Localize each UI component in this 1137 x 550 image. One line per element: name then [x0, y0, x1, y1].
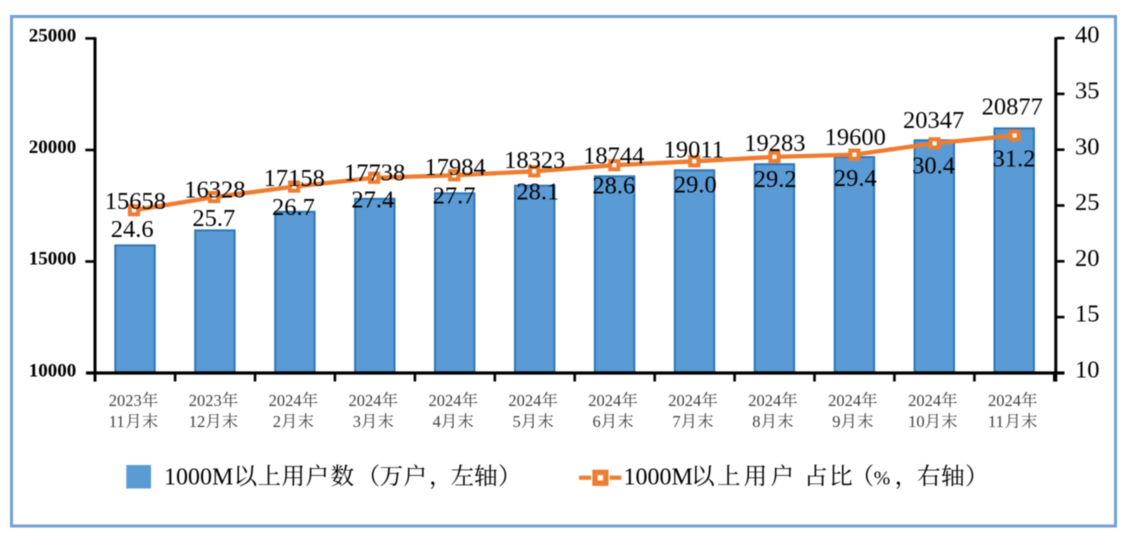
- svg-text:10: 10: [1075, 357, 1100, 384]
- svg-text:30.4: 30.4: [912, 152, 955, 179]
- svg-text:6: 6: [593, 412, 601, 431]
- svg-text:20000: 20000: [29, 137, 77, 158]
- svg-text:19283: 19283: [744, 130, 805, 157]
- svg-text:26.7: 26.7: [272, 194, 315, 221]
- svg-text:2024: 2024: [349, 391, 382, 410]
- svg-text:25000: 25000: [29, 26, 77, 47]
- svg-text:18323: 18323: [504, 147, 565, 174]
- svg-text:11: 11: [109, 412, 125, 431]
- svg-text:15: 15: [1075, 301, 1100, 328]
- svg-text:27.4: 27.4: [351, 186, 394, 213]
- svg-text:20347: 20347: [903, 107, 964, 134]
- svg-text:19011: 19011: [664, 136, 724, 163]
- svg-text:15658: 15658: [105, 188, 166, 215]
- svg-text:2024: 2024: [429, 391, 462, 410]
- svg-text:20877: 20877: [982, 93, 1043, 120]
- svg-text:2024: 2024: [908, 391, 941, 410]
- svg-text:31.2: 31.2: [993, 145, 1036, 172]
- svg-text:7: 7: [672, 412, 680, 431]
- svg-text:2024: 2024: [988, 391, 1021, 410]
- svg-text:28.6: 28.6: [592, 172, 635, 199]
- svg-text:2024: 2024: [588, 391, 621, 410]
- svg-text:40: 40: [1075, 22, 1100, 49]
- svg-text:2023: 2023: [189, 391, 222, 410]
- svg-text:24.6: 24.6: [111, 216, 154, 243]
- svg-text:8: 8: [752, 412, 760, 431]
- svg-text:25.7: 25.7: [192, 205, 235, 232]
- svg-text:4: 4: [433, 412, 441, 431]
- svg-text:19600: 19600: [825, 124, 886, 151]
- svg-text:29.0: 29.0: [674, 172, 717, 199]
- svg-text:10000: 10000: [29, 360, 77, 381]
- svg-text:2024: 2024: [508, 391, 541, 410]
- svg-text:11: 11: [988, 412, 1004, 431]
- svg-text:12: 12: [189, 412, 206, 431]
- svg-text:17158: 17158: [264, 165, 325, 192]
- svg-text:2024: 2024: [748, 391, 781, 410]
- svg-text:2024: 2024: [668, 391, 701, 410]
- svg-text:17738: 17738: [344, 159, 405, 186]
- svg-text:9: 9: [832, 412, 840, 431]
- svg-text:35: 35: [1075, 78, 1100, 105]
- svg-text:10: 10: [908, 412, 925, 431]
- svg-text:5: 5: [513, 412, 521, 431]
- svg-text:28.1: 28.1: [516, 178, 559, 205]
- svg-text:17984: 17984: [424, 154, 485, 181]
- svg-text:3: 3: [353, 412, 361, 431]
- svg-text:2023: 2023: [109, 391, 142, 410]
- svg-text:%: %: [874, 467, 891, 489]
- svg-text:18744: 18744: [583, 142, 644, 169]
- svg-text:1000M: 1000M: [164, 464, 233, 490]
- svg-text:16328: 16328: [184, 176, 245, 203]
- svg-text:15000: 15000: [29, 249, 77, 270]
- svg-text:27.7: 27.7: [433, 182, 476, 209]
- svg-text:30: 30: [1075, 133, 1100, 160]
- svg-text:2024: 2024: [269, 391, 302, 410]
- svg-text:1000M: 1000M: [624, 464, 693, 490]
- svg-text:25: 25: [1075, 189, 1100, 216]
- svg-text:29.2: 29.2: [754, 166, 797, 193]
- svg-text:20: 20: [1075, 245, 1100, 272]
- svg-text:2: 2: [273, 412, 281, 431]
- svg-text:2024: 2024: [828, 391, 861, 410]
- svg-text:29.4: 29.4: [834, 165, 877, 192]
